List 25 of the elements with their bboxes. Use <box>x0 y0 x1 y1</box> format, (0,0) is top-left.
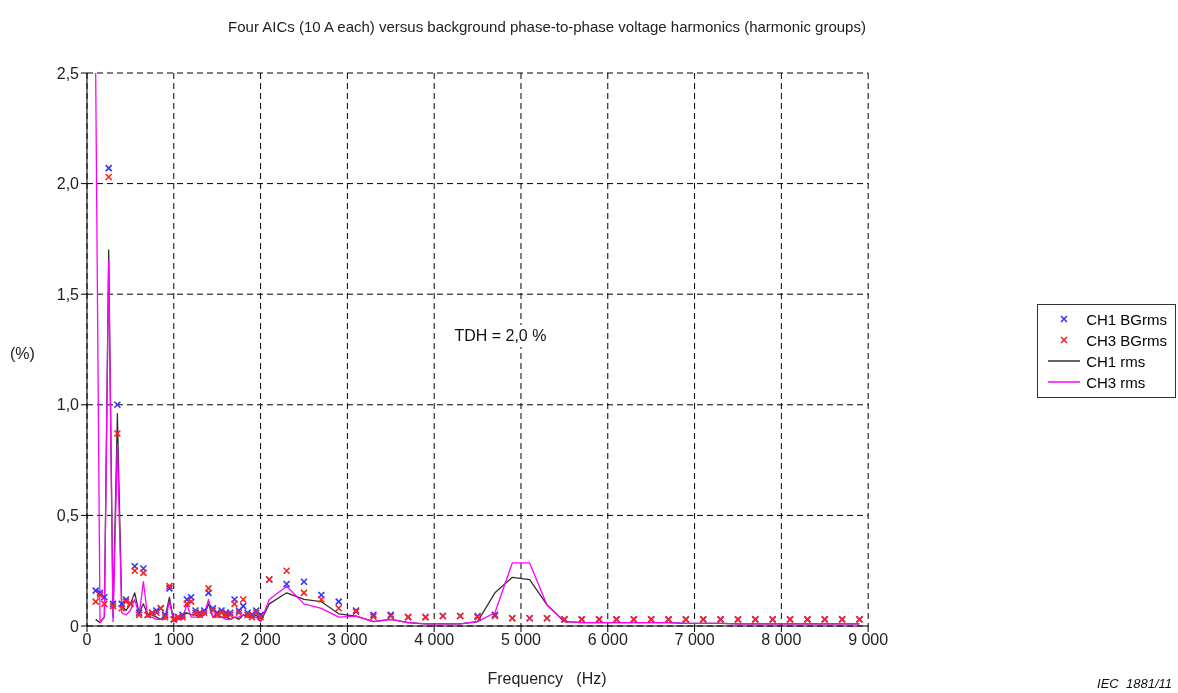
y-tick-label: 0 <box>70 617 80 635</box>
x-tick-label: 1 000 <box>153 631 194 649</box>
y-tick-label: 1,5 <box>56 285 80 303</box>
x-tick-label: 8 000 <box>761 631 802 649</box>
x-tick-label: 0 <box>82 631 92 649</box>
x-tick-label: 7 000 <box>674 631 715 649</box>
annotation: TDH = 2,0 % <box>450 324 577 347</box>
x-tick-label: 9 000 <box>848 631 889 649</box>
y-axis-title: (%) <box>10 344 35 363</box>
text: IEC 1881/11 <box>1097 676 1172 691</box>
x-axis-title: Frequency (Hz) <box>486 670 608 688</box>
x-tick-label: 5 000 <box>500 631 542 649</box>
legend-label: CH3 rms <box>1086 373 1146 391</box>
y-tick-label: 0,5 <box>56 507 80 525</box>
chart-title: Four AICs (10 A each) versus background phase-to-phase voltage harmonics (harmonic groups) <box>227 18 867 35</box>
x-tick-label: 2 000 <box>240 631 281 649</box>
legend-label: CH1 BGrms <box>1086 310 1167 328</box>
y-tick-label: 2,5 <box>56 64 80 82</box>
x-tick-label: 3 000 <box>327 631 368 649</box>
y-tick-label: 1,0 <box>56 396 80 414</box>
y-tick-label: 2,0 <box>56 175 80 193</box>
legend-label: CH1 rms <box>1086 352 1146 370</box>
x-tick-label: 4 000 <box>414 631 455 649</box>
legend-label: CH3 BGrms <box>1086 331 1167 349</box>
x-tick-label: 6 000 <box>587 631 628 649</box>
